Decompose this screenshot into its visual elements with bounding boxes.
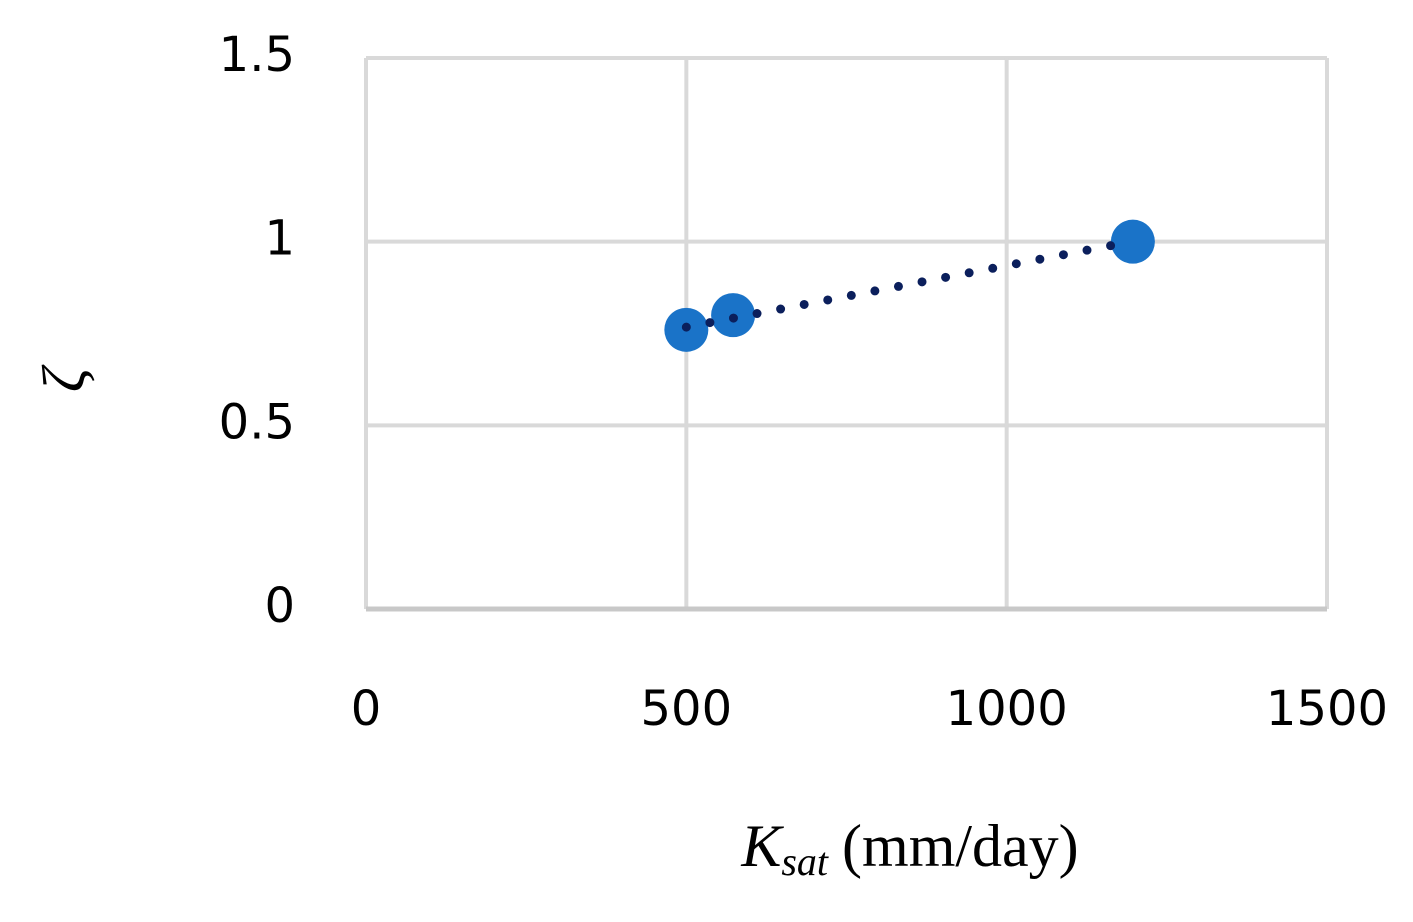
y-tick-label: 0.5 <box>219 394 295 450</box>
x-tick-label: 0 <box>351 681 382 737</box>
y-tick-label: 0 <box>264 578 295 634</box>
point <box>1110 219 1155 264</box>
x-label-subscript: sat <box>781 839 829 884</box>
trendline <box>681 236 1138 332</box>
x-label-unit: (mm/day) <box>842 813 1079 879</box>
x-label-symbol: K <box>740 813 784 879</box>
x-tick-label: 500 <box>641 681 733 737</box>
y-tick-label: 1.5 <box>219 27 295 83</box>
y-axis-label: ζ <box>31 364 97 392</box>
x-axis-label: Ksat (mm/day) <box>740 813 1078 884</box>
x-tick-label: 1500 <box>1266 681 1388 737</box>
x-tick-label: 1000 <box>946 681 1068 737</box>
y-tick-label: 1 <box>264 211 295 267</box>
